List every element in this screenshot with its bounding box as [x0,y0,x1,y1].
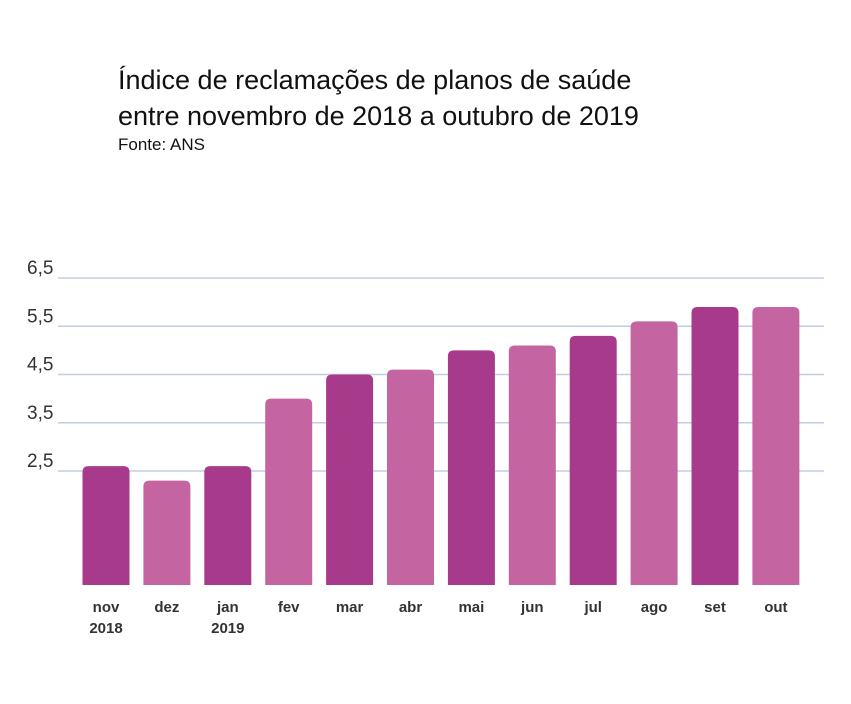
y-tick-label-0: 2,5 [27,451,53,472]
x-tick-label-9: ago [641,599,668,616]
x-tick-label-10: set [704,599,726,616]
bar-0 [82,466,130,585]
x-tick-label-11: out [764,599,787,616]
bar-10 [691,306,739,585]
bar-9 [630,321,678,585]
bar-5 [387,369,434,585]
x-tick-label-6: mai [458,599,484,616]
bar-6 [447,350,495,585]
x-tick-label-3: fev [278,599,300,616]
y-tick-label-4: 6,5 [27,258,53,279]
bar-1 [143,480,191,585]
bar-7 [508,345,556,585]
x-tick-label-2-line-2: 2019 [211,620,244,637]
x-tick-label-0: nov [93,599,120,616]
x-tick-label-5: abr [399,599,423,616]
bar-2 [204,466,252,585]
x-tick-label-1: dez [154,599,179,616]
x-tick-label-4: mar [336,599,364,616]
bar-3 [265,398,313,585]
chart-title-line-1: Índice de reclamações de planos de saúde [118,65,632,95]
y-tick-label-1: 3,5 [27,403,53,424]
y-tick-label-2: 4,5 [27,355,53,376]
chart-source: Fonte: ANS [118,135,205,154]
x-tick-label-8: jul [583,599,602,616]
x-tick-label-0-line-2: 2018 [89,620,122,637]
y-tick-label-3: 5,5 [27,306,53,327]
chart-header: Índice de reclamações de planos de saúde… [118,62,818,156]
chart-title-line-2: entre novembro de 2018 a outubro de 2019 [118,101,639,131]
x-tick-label-2: jan [216,599,239,616]
bar-11 [752,306,800,585]
x-tick-label-7: jun [520,599,544,616]
bar-4 [326,374,374,585]
bar-8 [569,335,617,585]
